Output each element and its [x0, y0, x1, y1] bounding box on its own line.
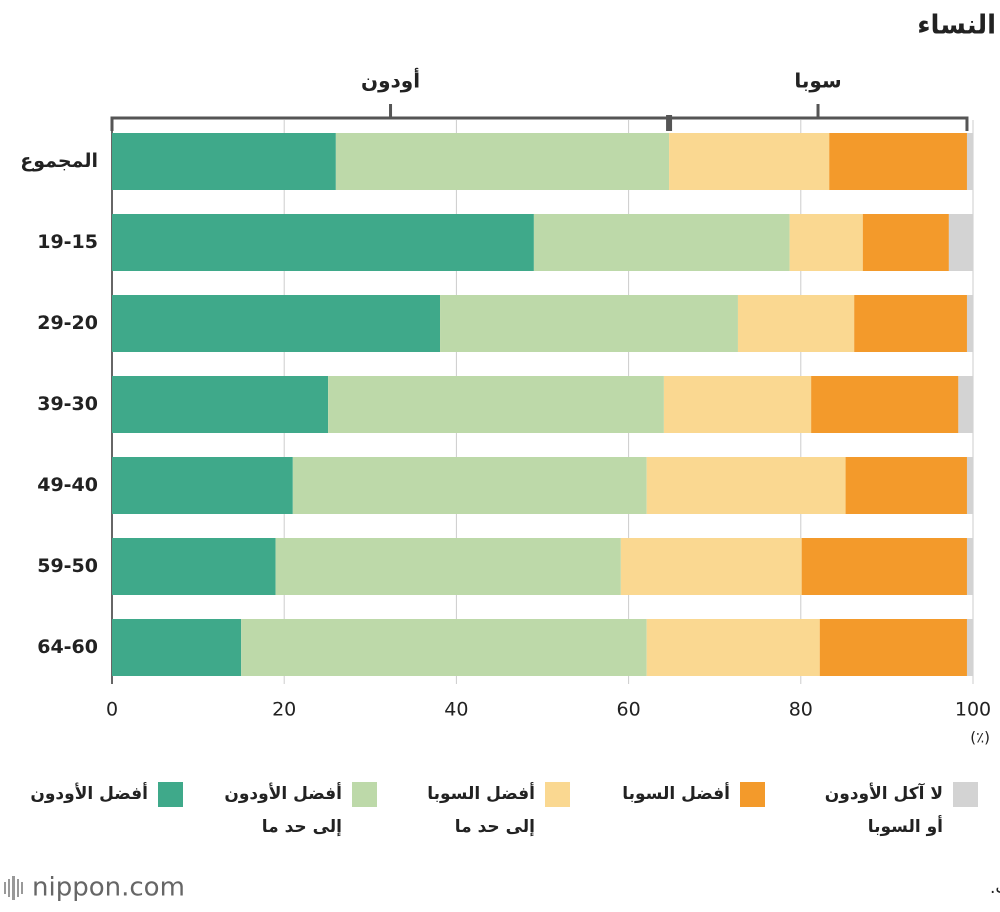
bar-segment: [737, 295, 855, 352]
bracket-label: سوبا: [794, 69, 841, 93]
bracket-divider: [666, 115, 673, 131]
legend-label: لا آكل الأودون أو السوبا: [824, 784, 943, 837]
bar-segment: [829, 133, 967, 190]
logo-icon: [4, 876, 23, 900]
bar-segment: [112, 214, 534, 271]
bar-segment: [966, 538, 973, 595]
bar-segment: [948, 214, 973, 271]
legend-label: أفضل السوبا: [622, 784, 730, 804]
bar-segment: [241, 619, 647, 676]
y-tick-label: 64-60: [37, 636, 98, 658]
bar-segment: [646, 457, 846, 514]
x-unit: (٪): [970, 729, 990, 747]
bar-segment: [112, 295, 441, 352]
bracket: [667, 104, 969, 131]
x-tick-label: 100: [955, 699, 991, 721]
bar-segment: [533, 214, 790, 271]
bar-segment: [966, 619, 973, 676]
legend-swatch: [953, 782, 978, 807]
legend-swatch: [352, 782, 377, 807]
source: تم إعداد البيانات بواسطة Nippon.com بناء…: [990, 877, 1000, 898]
y-tick-label: المجموع: [20, 150, 98, 172]
bar-segment: [966, 133, 973, 190]
bar-segment: [801, 538, 967, 595]
y-tick-label: 49-40: [37, 474, 98, 496]
bar-segment: [663, 376, 812, 433]
y-tick-label: 59-50: [37, 555, 98, 577]
legend-label: أفضل الأودون إلى حد ما: [224, 784, 342, 837]
logo: nippon.com: [32, 873, 185, 903]
bar-segment: [669, 133, 830, 190]
x-tick-label: 0: [106, 699, 118, 721]
bar-segment: [335, 133, 670, 190]
x-tick-label: 80: [789, 699, 813, 721]
bar-segment: [819, 619, 967, 676]
bar-segment: [966, 295, 973, 352]
y-tick-label: 29-20: [37, 312, 98, 334]
chart-title: النساء: [917, 11, 996, 41]
bar-segment: [620, 538, 802, 595]
bar-segment: [862, 214, 949, 271]
bar-segment: [958, 376, 973, 433]
bar-segment: [789, 214, 863, 271]
legend-swatch: [158, 782, 183, 807]
bar-segment: [811, 376, 959, 433]
bracket: [110, 104, 671, 131]
bar-segment: [112, 133, 336, 190]
bar-segment: [292, 457, 647, 514]
bar-segment: [275, 538, 621, 595]
x-tick-label: 40: [444, 699, 468, 721]
bar-segment: [112, 457, 293, 514]
y-tick-label: 39-30: [37, 393, 98, 415]
legend-label: أفضل الأودون: [30, 784, 148, 804]
legend-label: أفضل السوبا إلى حد ما: [427, 784, 535, 837]
bar-segment: [966, 457, 973, 514]
bar-segment: [112, 619, 242, 676]
bar-segment: [328, 376, 664, 433]
x-tick-label: 60: [617, 699, 641, 721]
bar-segment: [112, 376, 329, 433]
bar-segment: [845, 457, 967, 514]
bar-segment: [112, 538, 276, 595]
bar-segment: [854, 295, 967, 352]
bracket-label: أودون: [361, 67, 420, 93]
bar-segment: [646, 619, 820, 676]
bar-segment: [440, 295, 738, 352]
legend-swatch: [740, 782, 765, 807]
y-tick-label: 19-15: [37, 231, 98, 253]
legend-swatch: [545, 782, 570, 807]
x-tick-label: 20: [272, 699, 296, 721]
